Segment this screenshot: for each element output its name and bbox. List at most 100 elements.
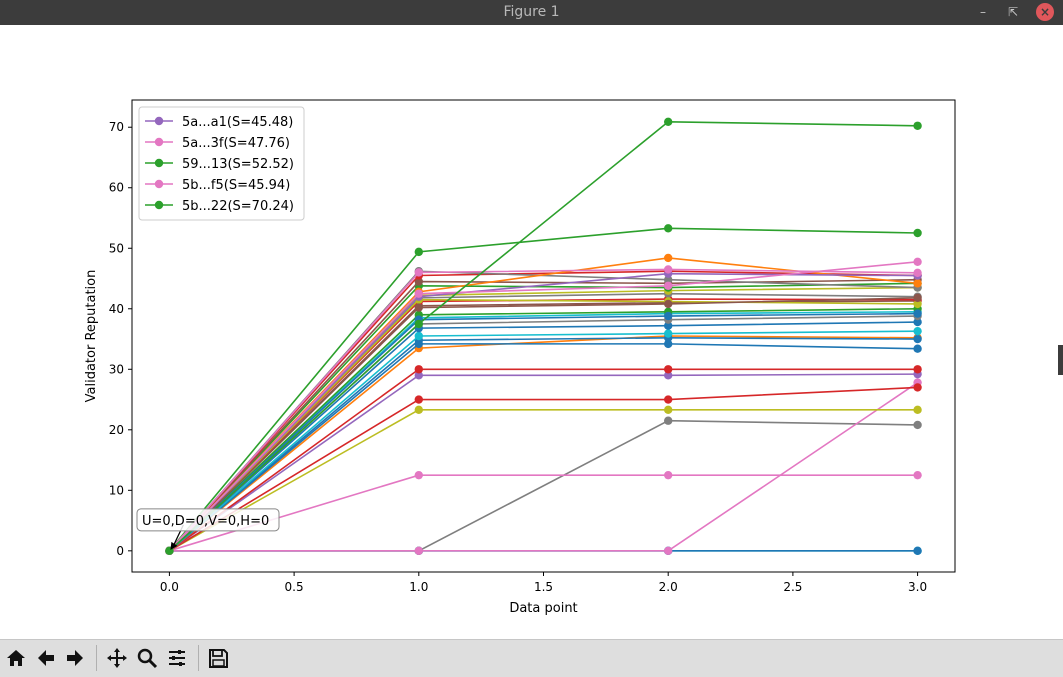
data-point xyxy=(913,470,922,480)
series-line xyxy=(168,282,918,552)
data-point xyxy=(663,470,673,480)
series-line xyxy=(168,321,918,552)
series-line xyxy=(168,337,918,552)
data-point xyxy=(663,405,673,415)
data-point xyxy=(414,247,424,257)
data-point xyxy=(414,546,424,556)
legend-marker xyxy=(154,137,164,147)
series-line xyxy=(168,227,918,552)
annotation-box xyxy=(136,508,280,532)
y-tick-label: 40 xyxy=(109,302,124,316)
series-line xyxy=(168,120,918,552)
toolbar-separator xyxy=(96,645,97,671)
series-33 xyxy=(165,117,922,556)
legend-marker xyxy=(154,158,164,168)
legend: 5a...a1(S=45.48) 5a...3f(S=47.76) 59...13(… xyxy=(138,106,305,221)
y-tick-label: 0 xyxy=(116,544,124,558)
series-line xyxy=(168,307,918,552)
legend-label: 5b...f5(S=45.94) xyxy=(182,178,290,193)
data-point xyxy=(663,275,673,284)
x-tick-label: 0.0 xyxy=(160,580,179,594)
data-point xyxy=(414,371,424,380)
data-point xyxy=(663,546,673,556)
series-line xyxy=(169,381,919,552)
data-point xyxy=(913,121,922,130)
data-point xyxy=(414,289,424,298)
data-point xyxy=(913,293,922,303)
data-point xyxy=(663,371,673,380)
legend-label: 5a...a1(S=45.48) xyxy=(182,115,293,130)
annotation-arrowhead xyxy=(170,541,178,550)
x-tick-label: 0.5 xyxy=(285,580,304,594)
data-point xyxy=(663,299,673,309)
legend-entry: 5b...22(S=70.24) xyxy=(145,199,294,214)
series-line xyxy=(168,297,918,552)
home-icon[interactable] xyxy=(3,645,29,671)
data-point xyxy=(414,405,424,415)
close-icon[interactable]: × xyxy=(1036,3,1054,21)
data-point xyxy=(414,365,424,374)
data-point xyxy=(913,268,922,278)
series-line xyxy=(168,386,918,552)
x-tick-label: 3.0 xyxy=(908,580,927,594)
y-tick-label: 50 xyxy=(109,241,124,255)
line-chart: 0.0 0.5 1.0 1.5 2.0 2.5 3.0 0 10 20 30 40 50 60 70 Dat… xyxy=(84,99,956,616)
data-point xyxy=(663,224,673,233)
save-icon[interactable] xyxy=(205,645,231,671)
series-27 xyxy=(165,293,922,556)
series-line xyxy=(169,409,918,552)
data-point xyxy=(913,420,922,430)
toolbar-separator xyxy=(198,645,199,671)
data-point xyxy=(913,326,922,336)
data-point xyxy=(663,253,673,263)
data-point xyxy=(663,281,673,290)
legend-marker xyxy=(154,116,164,126)
configure-subplots-icon[interactable] xyxy=(164,645,190,671)
data-point xyxy=(913,309,922,318)
series-line xyxy=(168,278,918,552)
legend-label: 5b...22(S=70.24) xyxy=(182,199,294,214)
scroll-indicator xyxy=(1058,345,1063,375)
data-point xyxy=(663,311,673,321)
data-point xyxy=(913,405,922,415)
window-titlebar: Figure 1 – ⇱ × xyxy=(0,0,1063,25)
minimize-icon[interactable]: – xyxy=(980,5,986,19)
series-line xyxy=(168,368,918,552)
data-point xyxy=(663,329,673,338)
data-point xyxy=(663,416,673,425)
data-point xyxy=(913,317,922,327)
series-line xyxy=(168,373,918,552)
forward-arrow-icon[interactable] xyxy=(62,645,88,671)
window-title: Figure 1 xyxy=(503,4,560,20)
x-tick-label: 2.0 xyxy=(659,580,678,594)
data-point xyxy=(913,299,922,309)
figure-canvas[interactable]: 0.0 0.5 1.0 1.5 2.0 2.5 3.0 0 10 20 30 40 50 60 70 Dat… xyxy=(0,25,1063,639)
data-point xyxy=(663,365,673,374)
series-line xyxy=(168,335,918,552)
back-arrow-icon[interactable] xyxy=(33,645,59,671)
restore-icon[interactable]: ⇱ xyxy=(1007,5,1019,19)
series-line xyxy=(168,298,918,552)
data-point xyxy=(913,279,922,288)
annotation-text: U=0,D=0,V=0,H=0 xyxy=(142,514,269,529)
data-point xyxy=(414,303,424,312)
legend-label: 59...13(S=52.52) xyxy=(182,157,294,172)
data-point xyxy=(913,228,922,238)
y-tick-label: 10 xyxy=(109,483,124,497)
y-tick-label: 30 xyxy=(109,362,124,376)
x-tick-label: 1.0 xyxy=(409,580,428,594)
y-axis-label: Validator Reputation xyxy=(84,270,99,403)
plot-frame xyxy=(131,99,956,573)
y-tick-label: 70 xyxy=(109,120,124,134)
pan-icon[interactable] xyxy=(104,645,130,671)
data-point xyxy=(414,319,424,329)
data-point xyxy=(913,344,922,353)
y-tick-label: 60 xyxy=(109,181,124,195)
x-tick-label: 2.5 xyxy=(783,580,802,594)
series-line xyxy=(168,343,918,552)
data-point xyxy=(913,365,922,374)
data-point xyxy=(913,334,922,344)
data-point xyxy=(913,383,922,392)
x-axis-label: Data point xyxy=(509,601,577,616)
zoom-icon[interactable] xyxy=(134,645,160,671)
